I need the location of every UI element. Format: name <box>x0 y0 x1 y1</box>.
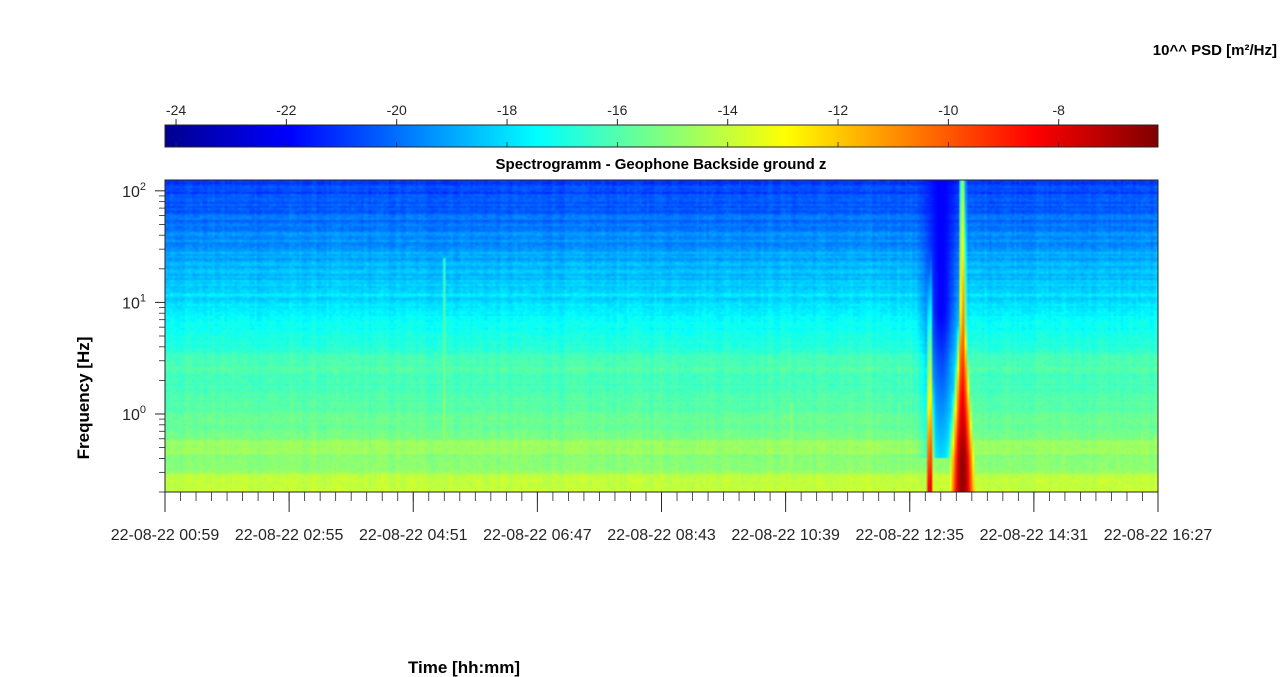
x-tick-time: 06:47 <box>552 527 592 544</box>
colorbar-tick-label: -24 <box>166 102 186 118</box>
x-tick-time: 10:39 <box>800 527 840 544</box>
x-tick-time: 12:35 <box>924 527 964 544</box>
x-tick-date: 22-08-22 <box>731 527 800 544</box>
x-tick-time: 14:31 <box>1048 527 1088 544</box>
x-tick-date: 22-08-22 <box>607 527 676 544</box>
x-tick-time: 02:55 <box>303 527 343 544</box>
x-tick-date: 22-08-22 <box>359 527 428 544</box>
y-tick-base: 10 <box>122 407 140 424</box>
y-tick-exponent: 0 <box>140 404 146 416</box>
x-tick-label: 22-08-22 10:39 <box>731 527 840 544</box>
x-tick-label: 22-08-22 06:47 <box>483 527 592 544</box>
heatmap-image <box>165 180 1158 492</box>
x-tick-time: 04:51 <box>427 527 467 544</box>
chart-title: Spectrogramm - Geophone Backside ground … <box>496 156 827 173</box>
x-tick-time: 00:59 <box>179 527 219 544</box>
y-tick-base: 10 <box>122 184 140 201</box>
x-tick-label: 22-08-22 16:27 <box>1104 527 1213 544</box>
x-tick-label: 22-08-22 12:35 <box>855 527 964 544</box>
colorbar-tick-label: -18 <box>497 102 517 118</box>
plot-area: 22-08-22 00:59 22-08-22 02:55 22-08-22 04:… <box>111 179 1213 544</box>
x-tick-date: 22-08-22 <box>980 527 1049 544</box>
x-tick-label: 22-08-22 04:51 <box>359 527 468 544</box>
x-axis: 22-08-22 00:59 22-08-22 02:55 22-08-22 04:… <box>111 492 1213 544</box>
colorbar-tick-label: -8 <box>1052 102 1065 118</box>
y-tick-label: 100 <box>122 404 146 424</box>
colorbar-ticks: -24 -22 -20 -18 -16 -14 -12 -10 -8 <box>166 102 1065 147</box>
y-tick-label: 101 <box>122 292 146 312</box>
y-axis-label: Frequency [Hz] <box>74 337 93 460</box>
y-tick-label: 102 <box>122 181 146 201</box>
colorbar-tick-label: -14 <box>718 102 738 118</box>
colorbar-gradient <box>164 124 1159 148</box>
x-axis-label: Time [hh:mm] <box>408 658 520 677</box>
x-tick-date: 22-08-22 <box>235 527 304 544</box>
colorbar-tick-label: -20 <box>387 102 407 118</box>
y-tick-base: 10 <box>122 295 140 312</box>
colorbar: -24 -22 -20 -18 -16 -14 -12 -10 -8 <box>164 102 1159 148</box>
colorbar-tick-label: -16 <box>607 102 627 118</box>
x-tick-date: 22-08-22 <box>1104 527 1173 544</box>
colorbar-label: 10^^ PSD [m²/Hz] <box>1153 42 1277 59</box>
y-tick-exponent: 2 <box>140 181 146 193</box>
x-tick-date: 22-08-22 <box>855 527 924 544</box>
x-tick-label: 22-08-22 02:55 <box>235 527 344 544</box>
colorbar-tick-label: -12 <box>828 102 848 118</box>
colorbar-tick-label: -22 <box>276 102 296 118</box>
x-tick-time: 08:43 <box>676 527 716 544</box>
x-tick-date: 22-08-22 <box>111 527 180 544</box>
x-tick-label: 22-08-22 14:31 <box>980 527 1089 544</box>
y-tick-exponent: 1 <box>140 292 146 304</box>
x-tick-date: 22-08-22 <box>483 527 552 544</box>
x-tick-label: 22-08-22 08:43 <box>607 527 716 544</box>
x-tick-time: 16:27 <box>1172 527 1212 544</box>
x-tick-label: 22-08-22 00:59 <box>111 527 220 544</box>
colorbar-tick-label: -10 <box>938 102 958 118</box>
